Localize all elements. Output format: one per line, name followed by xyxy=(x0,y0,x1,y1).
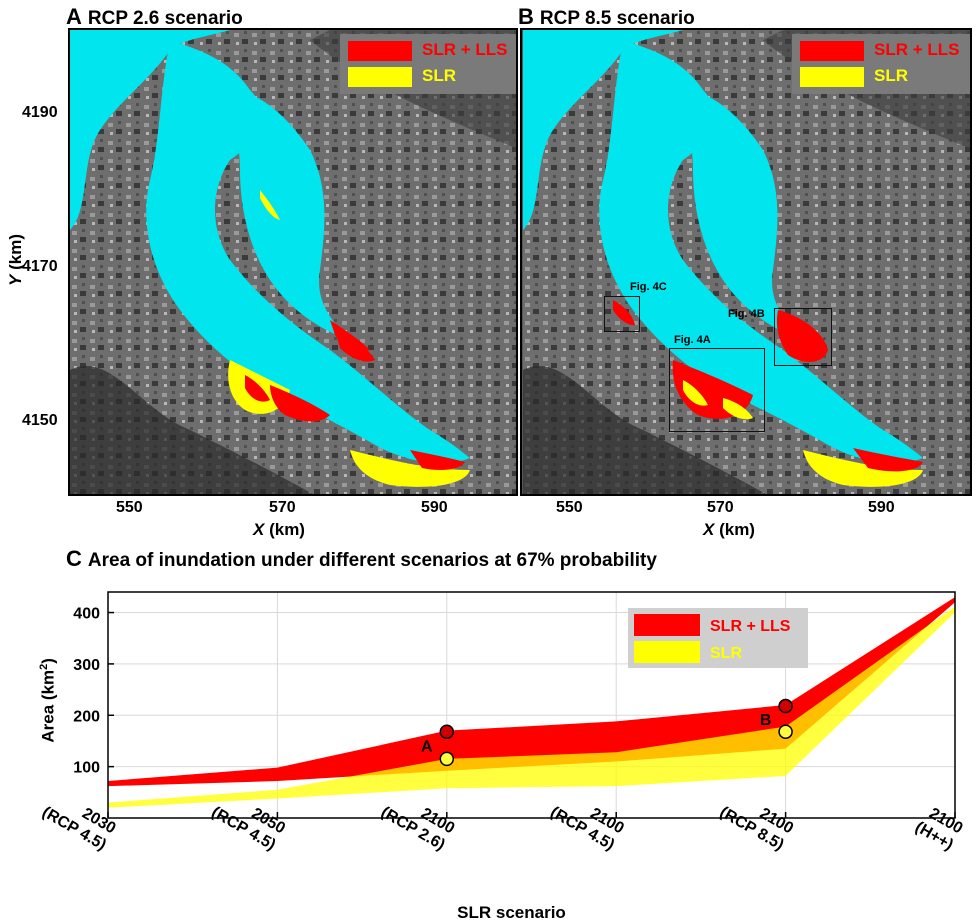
y-tick-label-400: 400 xyxy=(73,606,100,623)
panel-c-title-text: Area of inundation under different scena… xyxy=(87,550,657,571)
map-y-tick-4150: 4150 xyxy=(22,412,58,429)
panel-b-title-text: RCP 8.5 scenario xyxy=(539,8,695,29)
chart-legend-swatch-0 xyxy=(634,614,700,636)
map-y-axis-label: Y (km) xyxy=(6,234,26,286)
map-b-x-tick-590: 590 xyxy=(868,499,895,516)
panel-a-title: A RCP 2.6 scenario xyxy=(66,4,243,30)
panel-b-letter: B xyxy=(518,4,534,29)
map-b-image xyxy=(523,30,970,494)
map-y-axis-unit: (km) xyxy=(5,234,25,270)
map-y-tick-4190: 4190 xyxy=(22,104,58,121)
map-a-legend-swatch-slr xyxy=(348,67,412,87)
map-b-legend-label-slr: SLR xyxy=(874,66,908,85)
map-y-tick-4170: 4170 xyxy=(22,258,58,275)
map-a-legend: SLR + LLS SLR xyxy=(340,34,516,94)
point-label-A: A xyxy=(421,738,433,755)
map-a-x-axis-var: X xyxy=(253,520,265,539)
map-b-x-axis-label: X (km) xyxy=(703,520,755,540)
map-a-x-tick-550: 550 xyxy=(116,499,143,516)
map-a-x-tick-590: 590 xyxy=(421,499,448,516)
panel-b-title: B RCP 8.5 scenario xyxy=(518,4,695,30)
chart-legend-swatch-1 xyxy=(634,641,700,663)
map-a-legend-label-slr: SLR xyxy=(422,66,456,85)
series-band-slr xyxy=(108,606,955,808)
panel-c-title: C Area of inundation under different scen… xyxy=(66,546,657,572)
panel-a-title-text: RCP 2.6 scenario xyxy=(87,8,243,29)
map-a-image xyxy=(70,30,516,494)
point-B-slr xyxy=(778,724,793,739)
point-B-slr-lls xyxy=(778,698,793,714)
map-a-legend-swatch-slr-lls xyxy=(348,41,412,61)
y-tick-label-100: 100 xyxy=(73,760,100,777)
fig-4b-box xyxy=(774,308,832,366)
fig-4a-label: Fig. 4A xyxy=(674,334,711,346)
map-a-x-axis-unit: (km) xyxy=(269,520,305,539)
map-a-legend-label-slr-lls: SLR + LLS xyxy=(422,40,508,59)
fig-4b-label: Fig. 4B xyxy=(728,308,765,320)
point-A-slr xyxy=(439,751,455,767)
map-panel-b: SLR + LLS SLR Fig. 4C Fig. 4A Fig. 4B xyxy=(520,28,972,496)
map-b-legend-label-slr-lls: SLR + LLS xyxy=(874,40,960,59)
chart-legend-label-0: SLR + LLS xyxy=(710,618,791,635)
y-tick-label-300: 300 xyxy=(73,657,100,674)
fig-4c-label: Fig. 4C xyxy=(630,281,667,293)
x-tick-label-0: 2030(RCP 4.5) xyxy=(39,804,118,854)
map-b-legend-swatch-slr-lls xyxy=(800,41,864,61)
y-tick-label-200: 200 xyxy=(73,708,100,725)
map-b-x-axis-unit: (km) xyxy=(719,520,755,539)
map-b-x-axis-var: X xyxy=(703,520,715,539)
chart-x-axis-label: SLR scenario xyxy=(457,903,566,922)
map-a-x-axis-label: X (km) xyxy=(253,520,305,540)
fig-4a-box xyxy=(669,348,765,432)
plot-frame xyxy=(107,591,956,819)
fig-4c-box xyxy=(604,296,640,332)
chart-legend-label-1: SLR xyxy=(710,645,742,662)
map-b-x-tick-550: 550 xyxy=(556,499,583,516)
map-b-legend-swatch-slr xyxy=(800,67,864,87)
panel-c-letter: C xyxy=(66,546,82,571)
map-panel-a: SLR + LLS SLR xyxy=(68,28,518,496)
point-A-slr-lls xyxy=(439,724,455,739)
map-b-legend: SLR + LLS SLR xyxy=(792,34,970,94)
map-y-axis-var: Y xyxy=(5,274,25,286)
point-label-B: B xyxy=(760,712,772,729)
map-a-x-tick-570: 570 xyxy=(269,499,296,516)
panel-a-letter: A xyxy=(66,4,82,29)
map-b-x-tick-570: 570 xyxy=(707,499,734,516)
